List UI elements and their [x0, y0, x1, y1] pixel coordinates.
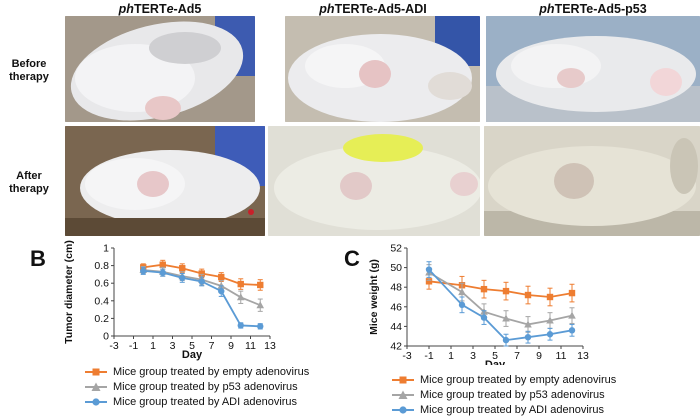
data-point-empty — [198, 270, 205, 277]
row-label-before: Before therapy — [9, 58, 49, 83]
y-tick-label: 42 — [390, 341, 402, 353]
data-point-adi — [502, 336, 510, 344]
x-tick-label: 11 — [245, 340, 256, 352]
x-tick-label: 7 — [209, 340, 215, 352]
data-point-adi — [458, 301, 466, 309]
x-tick-label: 9 — [228, 340, 234, 352]
x-axis-label: Day — [182, 349, 203, 361]
row-label-after: After therapy — [9, 170, 49, 195]
data-point-adi — [568, 327, 576, 334]
column-title-ad5-p53: phTERTe-Ad5-p53 — [539, 2, 647, 16]
y-tick-label: 0.4 — [94, 295, 109, 307]
x-tick-label: 5 — [492, 350, 498, 362]
legend-marker-p53 — [392, 390, 414, 399]
x-tick-label: 7 — [514, 350, 520, 362]
x-tick-label: 13 — [577, 350, 589, 362]
data-point-empty — [159, 261, 166, 268]
data-point-empty — [524, 291, 532, 299]
column-title-ad5: phTERTe-Ad5 — [118, 2, 202, 16]
y-tick-label: 44 — [390, 321, 402, 333]
y-tick-label: 0 — [103, 331, 109, 343]
panel-letter-b: B — [30, 246, 46, 271]
x-tick-label: 11 — [556, 350, 567, 362]
data-point-p53 — [568, 311, 576, 319]
data-point-empty — [568, 289, 576, 297]
data-point-p53 — [256, 301, 265, 309]
x-tick-label: -3 — [109, 340, 118, 352]
photo-before-ad5 — [65, 16, 255, 122]
legend-marker-p53 — [85, 382, 107, 391]
legend-c-p53: Mice group treated by p53 adenovirus — [392, 389, 605, 401]
data-point-adi — [237, 322, 244, 329]
x-tick-label: 9 — [536, 350, 542, 362]
data-point-empty — [502, 287, 510, 295]
y-tick-label: 46 — [390, 301, 402, 313]
x-tick-label: 3 — [170, 340, 176, 352]
data-point-p53 — [236, 293, 245, 301]
legend-c-adi: Mice group treated by ADI adenovirus — [392, 404, 604, 416]
data-point-adi — [179, 274, 186, 282]
x-tick-label: 1 — [448, 350, 454, 362]
photo-after-ad5 — [65, 126, 265, 236]
data-point-empty — [480, 285, 488, 293]
x-tick-label: -1 — [424, 350, 433, 362]
legend-marker-empty — [392, 376, 414, 384]
data-point-adi — [425, 266, 433, 273]
legend-marker-adi — [85, 398, 107, 406]
series-line-adi — [428, 268, 573, 342]
panel-letter-c: C — [344, 246, 360, 271]
data-point-adi — [159, 269, 166, 276]
data-point-empty — [179, 265, 186, 272]
data-point-adi — [257, 323, 264, 330]
legend-b-empty: Mice group treated by empty adenovirus — [85, 366, 309, 378]
y-axis-label: Mice weight (g) — [368, 259, 380, 335]
x-axis-label: Day — [485, 359, 506, 365]
data-point-adi — [198, 278, 205, 285]
photo-before-ad5-p53 — [486, 16, 700, 122]
data-point-empty — [425, 278, 433, 285]
y-tick-label: 50 — [390, 262, 402, 274]
y-tick-label: 1 — [103, 243, 109, 255]
data-point-adi — [218, 287, 225, 295]
data-point-adi — [546, 331, 554, 338]
data-point-p53 — [217, 281, 226, 289]
x-tick-label: 1 — [150, 340, 156, 352]
data-point-p53 — [458, 288, 466, 296]
legend-b-adi: Mice group treated by ADI adenovirus — [85, 396, 297, 408]
y-tick-label: 0.2 — [94, 313, 109, 325]
y-tick-label: 0.6 — [94, 278, 109, 290]
y-axis-label: Tumor diameter (cm) — [63, 240, 75, 344]
y-tick-label: 52 — [390, 243, 402, 255]
legend-b-p53: Mice group treated by p53 adenovirus — [85, 381, 298, 393]
photo-after-ad5-adi — [268, 126, 480, 236]
x-tick-label: 5 — [189, 340, 195, 352]
data-point-p53 — [524, 320, 532, 328]
data-point-empty — [218, 273, 225, 281]
x-tick-label: -1 — [129, 340, 138, 352]
legend-marker-adi — [392, 406, 414, 414]
data-point-adi — [140, 267, 147, 275]
legend-c-empty: Mice group treated by empty adenovirus — [392, 374, 616, 386]
y-tick-label: 0.8 — [94, 260, 109, 272]
data-point-adi — [480, 314, 488, 321]
x-tick-label: 13 — [264, 340, 276, 352]
data-point-empty — [237, 280, 244, 288]
x-tick-label: 3 — [470, 350, 476, 362]
data-point-empty — [546, 293, 554, 301]
data-point-p53 — [502, 314, 510, 322]
legend-marker-empty — [85, 368, 107, 376]
data-point-empty — [257, 281, 264, 289]
data-point-p53 — [546, 316, 554, 324]
photo-before-ad5-adi — [285, 16, 480, 122]
photo-after-ad5-p53 — [484, 126, 700, 236]
column-title-ad5-adi: phTERTe-Ad5-ADI — [319, 2, 427, 16]
x-tick-label: -3 — [402, 350, 411, 362]
y-tick-label: 48 — [390, 282, 402, 294]
data-point-adi — [524, 333, 532, 341]
